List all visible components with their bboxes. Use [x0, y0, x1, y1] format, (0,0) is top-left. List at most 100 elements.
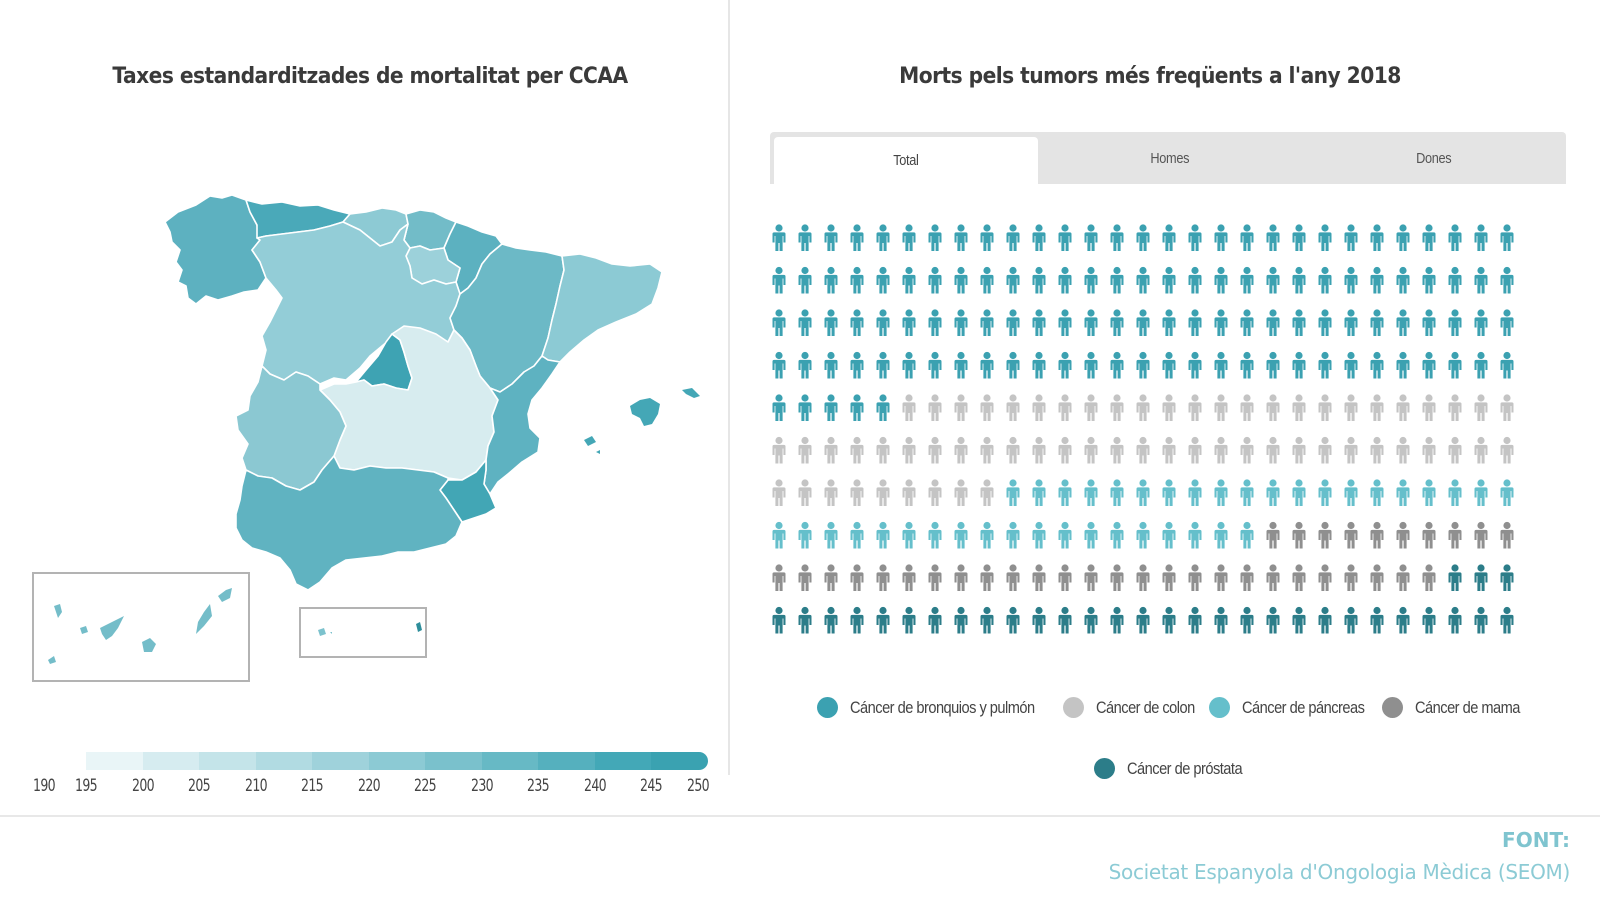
person-icon — [1266, 606, 1280, 634]
region-canarias[interactable] — [48, 588, 232, 664]
scale-tick-label: 225 — [414, 776, 437, 796]
person-icon — [1344, 309, 1358, 336]
person-icon — [1396, 606, 1410, 634]
person-icon — [1110, 394, 1124, 421]
person-icon — [824, 309, 838, 336]
person-icon — [876, 564, 890, 591]
person-icon — [954, 521, 968, 549]
person-icon — [850, 266, 864, 294]
person-icon — [1422, 394, 1436, 421]
person-icon — [1370, 309, 1384, 336]
scale-step — [594, 752, 652, 770]
region-illes-balears[interactable] — [584, 388, 700, 454]
person-icon — [1162, 266, 1176, 294]
person-icon — [1006, 351, 1020, 379]
person-icon — [1006, 309, 1020, 336]
scale-step — [481, 752, 539, 770]
region-melilla[interactable] — [416, 622, 422, 632]
person-icon — [850, 394, 864, 421]
person-icon — [1084, 309, 1098, 336]
person-icon — [928, 351, 942, 379]
person-icon — [798, 564, 812, 591]
region-andalucia[interactable] — [235, 455, 463, 591]
person-icon — [772, 521, 786, 549]
person-icon — [850, 436, 864, 464]
legend-item[interactable]: Cáncer de mama — [1381, 697, 1520, 718]
scale-tick-label: 220 — [357, 776, 381, 796]
legend-item[interactable]: Cáncer de páncreas — [1208, 697, 1366, 718]
person-icon — [1240, 309, 1254, 336]
legend-label: Cáncer de bronquios y pulmón — [850, 697, 1035, 717]
person-icon — [850, 564, 864, 591]
person-icon — [1292, 351, 1306, 379]
person-icon — [1500, 351, 1514, 379]
person-icon — [824, 436, 838, 464]
person-icon — [1032, 224, 1046, 251]
region-galicia[interactable] — [164, 194, 267, 305]
person-icon — [902, 436, 916, 464]
person-icon — [1058, 479, 1072, 506]
pictogram-grid — [772, 224, 1514, 634]
legend-item[interactable]: Cáncer de colon — [1062, 697, 1195, 718]
person-icon — [1370, 564, 1384, 591]
person-icon — [1292, 394, 1306, 421]
tab-dones[interactable]: Dones — [1302, 132, 1566, 184]
person-icon — [1058, 564, 1072, 591]
person-icon — [1344, 521, 1358, 549]
person-icon — [1396, 564, 1410, 591]
person-icon — [1058, 224, 1072, 251]
person-icon — [954, 309, 968, 336]
person-icon — [1240, 521, 1254, 549]
person-icon — [954, 394, 968, 421]
person-icon — [1448, 266, 1462, 294]
person-icon — [1370, 521, 1384, 549]
person-icon — [1266, 564, 1280, 591]
person-icon — [1214, 351, 1228, 379]
person-icon — [772, 351, 786, 379]
person-icon — [954, 351, 968, 379]
person-icon — [1188, 351, 1202, 379]
person-icon — [954, 479, 968, 506]
person-icon — [1318, 394, 1332, 421]
person-icon — [1162, 224, 1176, 251]
region-cataluna[interactable] — [541, 253, 663, 363]
person-icon — [798, 436, 812, 464]
person-icon — [1318, 606, 1332, 634]
legend-item[interactable]: Cáncer de próstata — [1093, 758, 1243, 779]
person-icon — [1422, 479, 1436, 506]
person-icon — [1500, 394, 1514, 421]
person-icon — [928, 479, 942, 506]
person-icon — [1006, 224, 1020, 251]
tab-homes[interactable]: Homes — [1038, 132, 1302, 184]
person-icon — [1448, 606, 1462, 634]
person-icon — [824, 479, 838, 506]
person-icon — [980, 224, 994, 251]
person-icon — [1292, 521, 1306, 549]
scale-step — [255, 752, 313, 770]
person-icon — [1474, 436, 1488, 464]
person-icon — [1058, 309, 1072, 336]
person-icon — [1188, 521, 1202, 549]
scale-step — [651, 752, 709, 770]
person-icon — [1188, 606, 1202, 634]
person-icon — [1084, 224, 1098, 251]
person-icon — [1266, 479, 1280, 506]
person-icon — [1292, 266, 1306, 294]
legend-label: Cáncer de próstata — [1126, 758, 1243, 778]
pictogram-legend: Cáncer de bronquios y pulmón Cáncer de co… — [770, 697, 1566, 779]
scale-tick-label: 250 — [687, 776, 710, 796]
spain-choropleth-map — [32, 194, 700, 682]
person-icon — [1370, 479, 1384, 506]
person-icon — [1240, 266, 1254, 294]
legend-item[interactable]: Cáncer de bronquios y pulmón — [817, 697, 1047, 718]
person-icon — [954, 606, 968, 634]
person-icon — [1006, 606, 1020, 634]
person-icon — [1422, 606, 1436, 634]
person-icon — [1396, 436, 1410, 464]
person-icon — [1214, 521, 1228, 549]
region-ceuta[interactable] — [318, 628, 332, 636]
person-icon — [850, 606, 864, 634]
person-icon — [1448, 521, 1462, 549]
tab-total[interactable]: Total — [774, 137, 1038, 184]
person-icon — [954, 564, 968, 591]
